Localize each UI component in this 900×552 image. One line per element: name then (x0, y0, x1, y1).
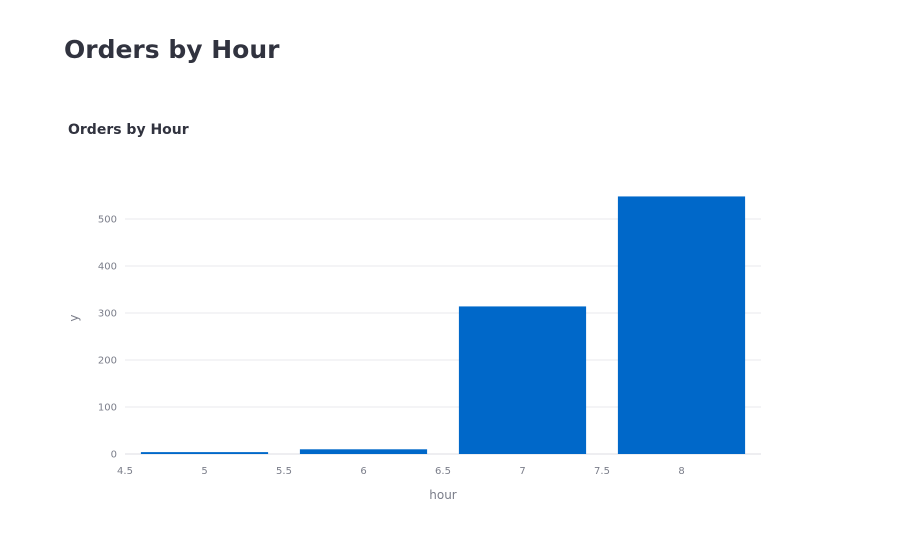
page-title: Orders by Hour (64, 35, 280, 64)
y-tick-label: 100 (98, 403, 117, 414)
x-tick-label: 8 (678, 466, 684, 477)
bar[interactable] (458, 306, 587, 454)
bar[interactable] (140, 452, 269, 454)
x-tick-label: 5.5 (276, 466, 292, 477)
bars[interactable] (140, 196, 746, 454)
y-tick-label: 200 (98, 356, 117, 367)
y-tick-label: 0 (111, 450, 117, 461)
y-axis-title: y (67, 314, 81, 321)
y-axis-ticks: 0 100 200 300 400 500 (98, 215, 117, 461)
y-tick-label: 300 (98, 309, 117, 320)
x-tick-label: 7.5 (594, 466, 610, 477)
y-tick-label: 500 (98, 215, 117, 226)
bar[interactable] (299, 449, 428, 454)
x-tick-label: 4.5 (117, 466, 133, 477)
x-axis-ticks: 4.5 5 5.5 6 6.5 7 7.5 8 (117, 466, 685, 477)
x-tick-label: 7 (519, 466, 525, 477)
chart-title: Orders by Hour (68, 122, 189, 138)
bar[interactable] (617, 196, 746, 454)
x-tick-label: 5 (201, 466, 207, 477)
x-tick-label: 6 (360, 466, 366, 477)
x-tick-label: 6.5 (435, 466, 451, 477)
y-tick-label: 400 (98, 262, 117, 273)
x-axis-title: hour (429, 488, 457, 502)
